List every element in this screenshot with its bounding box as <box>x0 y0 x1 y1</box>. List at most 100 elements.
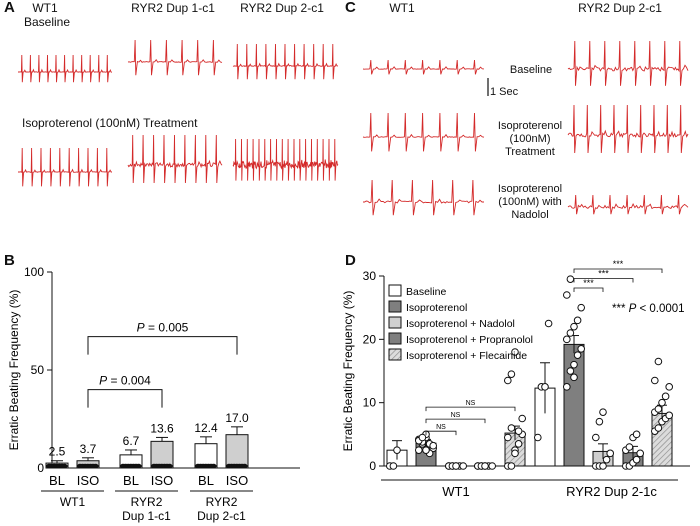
d-data-point <box>504 376 512 385</box>
b-category-label: BL <box>198 473 214 488</box>
panel-label-b: B <box>4 252 15 269</box>
d-legend-label: Isoproterenol <box>406 302 467 314</box>
d-data-point <box>488 462 496 470</box>
d-legend-label: Baseline <box>406 286 446 298</box>
d-data-point <box>570 360 578 369</box>
d-data-point <box>632 455 641 464</box>
d-significance-bracket <box>425 406 516 412</box>
a-col1-title: WT1 <box>32 1 58 15</box>
b-group-label: Dup 2-c1 <box>197 509 246 523</box>
b-value-label: 17.0 <box>225 411 249 425</box>
d-data-point <box>507 370 516 378</box>
b-p-symbol: P <box>99 374 107 388</box>
d-group-label: WT1 <box>442 484 469 499</box>
b-value-label: 6.7 <box>123 434 140 448</box>
d-bracket-label: NS <box>451 412 461 419</box>
ecg-trace-5 <box>127 134 223 184</box>
b-y-tick-label: 50 <box>31 363 45 377</box>
d-legend-swatch <box>388 300 402 313</box>
b-category-label: BL <box>123 473 139 488</box>
d-group-label: RYR2 Dup 2-1c <box>566 484 657 499</box>
d-data-point <box>577 345 585 353</box>
d-data-point <box>570 373 578 382</box>
d-data-point <box>658 398 666 407</box>
b-p-symbol: P <box>137 321 145 335</box>
d-data-point <box>573 351 582 359</box>
c-row-label-baseline: Baseline <box>509 64 553 76</box>
d-bracket-label: *** <box>613 259 624 269</box>
d-significance-bracket <box>425 418 486 424</box>
a-row2-title: Isoproterenol (100nM) Treatment <box>22 116 198 130</box>
b-group-label: RYR2 <box>206 495 238 509</box>
ecg-trace-6 <box>232 138 339 181</box>
b-p-number: = 0.004 <box>107 374 151 388</box>
b-value-label: 3.7 <box>80 442 97 456</box>
b-data-point <box>61 463 68 469</box>
d-data-point <box>566 329 575 337</box>
d-y-tick-label: 10 <box>363 396 377 410</box>
b-category-label: ISO <box>77 473 99 488</box>
d-data-point <box>599 462 607 470</box>
b-data-point <box>92 463 99 469</box>
ecg-trace-3 <box>232 43 338 80</box>
c-col1-title: WT1 <box>389 1 415 15</box>
chart-b: Erratic Beating Frequency (%) 0 50 100 2.5 BL… <box>7 265 300 523</box>
c-row-label-nadolol: Isoproterenol (100nM) with Nadolol <box>497 183 563 221</box>
d-significance-bracket <box>425 430 457 436</box>
d-legend-swatch <box>388 284 402 297</box>
ecg-trace-9 <box>362 112 485 152</box>
b-value-label: 13.6 <box>150 421 174 435</box>
panel-label-d: D <box>345 252 356 269</box>
b-group-label: Dup 1-c1 <box>122 509 171 523</box>
d-annotation-stars: *** <box>612 303 629 315</box>
d-bracket-label: NS <box>436 424 446 431</box>
panel-label-a: A <box>4 0 15 16</box>
d-data-point <box>563 335 571 344</box>
d-data-point <box>544 319 553 328</box>
d-legend-swatch <box>388 316 402 329</box>
d-bracket-label: NS <box>466 400 476 407</box>
d-data-point <box>592 433 600 442</box>
d-legend-swatch <box>388 348 402 361</box>
d-data-point <box>507 462 516 470</box>
ecg-trace-11 <box>363 179 484 216</box>
d-data-point <box>541 383 549 391</box>
d-data-point <box>511 348 519 356</box>
d-data-point <box>570 322 578 331</box>
d-data-point <box>393 446 401 454</box>
ecg-trace-7 <box>362 59 485 75</box>
a-col2-title: RYR2 Dup 1-c1 <box>131 1 215 15</box>
panel-label-c: C <box>345 0 356 16</box>
d-legend-label: Isoproterenol + Propranolol <box>406 334 533 346</box>
b-y-tick-label: 100 <box>24 265 44 279</box>
ecg-trace-12 <box>567 194 689 215</box>
b-data-point <box>241 463 248 469</box>
a-col1-subtitle: Baseline <box>24 15 71 29</box>
trace-canvas <box>18 39 689 216</box>
d-significance-bracket <box>573 268 663 274</box>
d-y-tick-label: 20 <box>363 332 377 346</box>
trace-group <box>18 39 689 216</box>
d-data-point <box>566 275 575 283</box>
c-col2-title: RYR2 Dup 2-c1 <box>578 1 662 15</box>
b-significance-bracket <box>87 389 163 408</box>
b-y-axis-label: Erratic Beating Frequency (%) <box>7 290 21 451</box>
d-annotation-p: P <box>629 303 637 315</box>
b-significance-bracket <box>87 336 238 355</box>
d-data-point <box>389 462 398 470</box>
d-data-point <box>654 424 663 432</box>
ecg-trace-4 <box>18 147 112 187</box>
c-scale-label: 1 Sec <box>490 86 519 98</box>
d-data-point <box>599 408 607 416</box>
d-data-point <box>625 443 634 451</box>
a-col3-title: RYR2 Dup 2-c1 <box>240 1 324 15</box>
d-data-point <box>636 449 645 458</box>
d-data-point <box>606 449 615 458</box>
b-bar <box>225 434 249 469</box>
d-legend-label: Isoproterenol + Flecainide <box>406 350 527 362</box>
d-data-point <box>504 433 512 442</box>
d-bracket-label: *** <box>598 269 609 279</box>
b-p-value-label: P = 0.005 <box>137 321 189 335</box>
c-row-label-iso: Isoproterenol (100nM) Treatment <box>497 120 563 158</box>
d-y-tick-label: 30 <box>363 269 377 283</box>
